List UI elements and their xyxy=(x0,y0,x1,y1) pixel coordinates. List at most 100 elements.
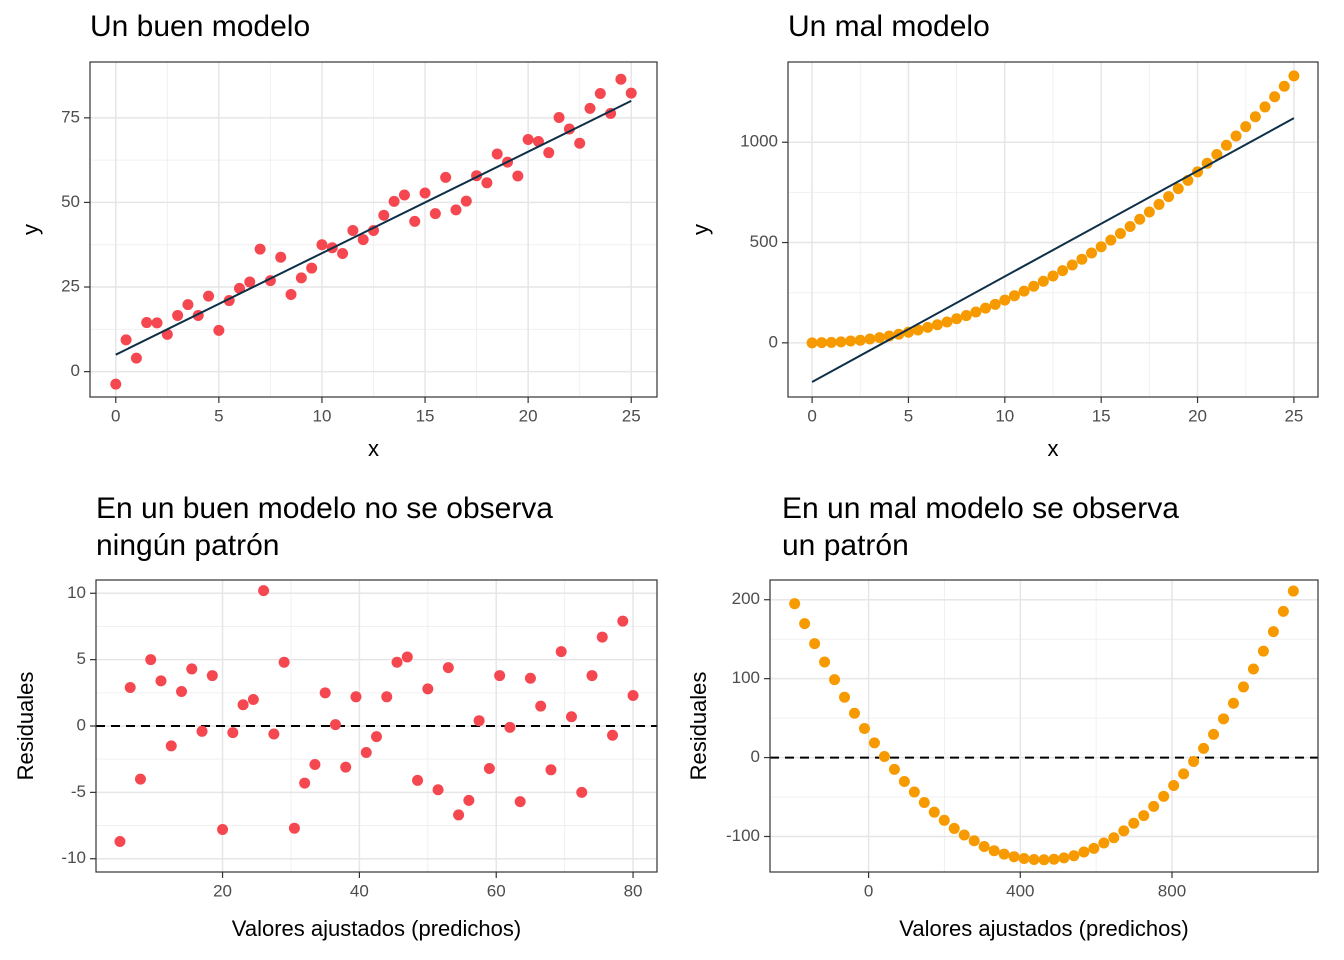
point xyxy=(1048,853,1060,865)
x-tick-label: 400 xyxy=(1006,881,1034,900)
point xyxy=(1057,265,1069,277)
point xyxy=(1068,850,1080,862)
point xyxy=(958,829,970,841)
y-tick-label: 50 xyxy=(61,192,80,211)
x-tick-label: 25 xyxy=(622,406,641,425)
point xyxy=(145,654,157,666)
point xyxy=(1208,728,1220,740)
point xyxy=(858,722,870,734)
point xyxy=(473,715,485,727)
point xyxy=(329,719,341,731)
point xyxy=(371,731,382,743)
point xyxy=(295,272,307,284)
point xyxy=(429,208,441,220)
point xyxy=(130,352,142,364)
point xyxy=(1228,697,1240,709)
point xyxy=(1108,832,1120,844)
point xyxy=(1240,121,1252,133)
chart-title: un patrón xyxy=(782,529,909,562)
x-axis-label: x xyxy=(368,436,379,461)
point xyxy=(422,683,434,695)
point xyxy=(1218,713,1230,725)
chart-title: ningún patrón xyxy=(96,529,280,562)
point xyxy=(931,319,943,331)
point xyxy=(615,73,627,85)
point xyxy=(368,225,379,237)
point xyxy=(388,195,400,207)
x-tick-label: 5 xyxy=(214,406,223,425)
point xyxy=(918,796,930,808)
point xyxy=(134,773,146,785)
point xyxy=(504,721,516,733)
point xyxy=(453,809,465,821)
point xyxy=(1134,213,1146,225)
point xyxy=(172,309,184,321)
point xyxy=(316,239,328,251)
chart-title: Un mal modelo xyxy=(788,10,990,43)
point xyxy=(1278,80,1290,92)
point xyxy=(854,334,866,346)
point xyxy=(1269,91,1281,103)
point xyxy=(483,762,495,774)
point xyxy=(1237,681,1249,693)
y-tick-label: 10 xyxy=(67,583,86,602)
x-tick-label: 15 xyxy=(416,406,435,425)
x-tick-label: 80 xyxy=(624,881,643,900)
point xyxy=(494,670,506,682)
point xyxy=(1118,825,1130,837)
point xyxy=(1018,853,1030,865)
x-tick-label: 15 xyxy=(1092,406,1111,425)
x-tick-label: 0 xyxy=(111,406,120,425)
y-axis-label: y xyxy=(688,224,713,235)
point xyxy=(864,333,876,345)
point xyxy=(350,691,362,703)
point xyxy=(1249,111,1261,123)
point xyxy=(1287,585,1299,597)
point xyxy=(512,170,524,182)
point xyxy=(553,111,565,123)
point xyxy=(789,598,801,610)
point xyxy=(989,298,1001,310)
point xyxy=(247,693,259,705)
point xyxy=(124,682,136,694)
point xyxy=(1277,605,1289,617)
point xyxy=(948,822,960,834)
point xyxy=(1163,191,1175,203)
point xyxy=(922,321,934,333)
point xyxy=(625,87,637,99)
point xyxy=(182,299,194,311)
point xyxy=(902,326,914,338)
chart-title: En un mal modelo se observa xyxy=(782,492,1179,525)
point xyxy=(874,332,886,344)
x-axis-label: Valores ajustados (predichos) xyxy=(232,916,521,941)
y-tick-label: 100 xyxy=(732,668,760,687)
x-tick-label: 10 xyxy=(312,406,331,425)
point xyxy=(978,841,990,853)
point xyxy=(898,775,910,787)
point xyxy=(908,786,920,798)
y-tick-label: -5 xyxy=(71,782,86,801)
point xyxy=(340,761,352,773)
point xyxy=(237,699,249,711)
point xyxy=(1088,842,1100,854)
point xyxy=(1038,854,1050,866)
point xyxy=(1138,810,1150,822)
point xyxy=(1028,280,1040,292)
point xyxy=(576,786,588,798)
point xyxy=(412,774,424,786)
y-tick-label: 75 xyxy=(61,107,80,126)
point xyxy=(378,209,390,221)
point xyxy=(337,248,349,260)
point xyxy=(319,687,331,699)
point xyxy=(1078,846,1090,858)
point xyxy=(524,672,536,684)
point xyxy=(951,313,963,325)
point xyxy=(555,646,567,658)
point xyxy=(968,835,980,847)
x-tick-label: 20 xyxy=(213,881,232,900)
point xyxy=(1076,253,1088,265)
point xyxy=(186,663,198,675)
x-axis-label: Valores ajustados (predichos) xyxy=(899,916,1188,941)
point xyxy=(398,189,410,201)
point xyxy=(463,794,475,806)
